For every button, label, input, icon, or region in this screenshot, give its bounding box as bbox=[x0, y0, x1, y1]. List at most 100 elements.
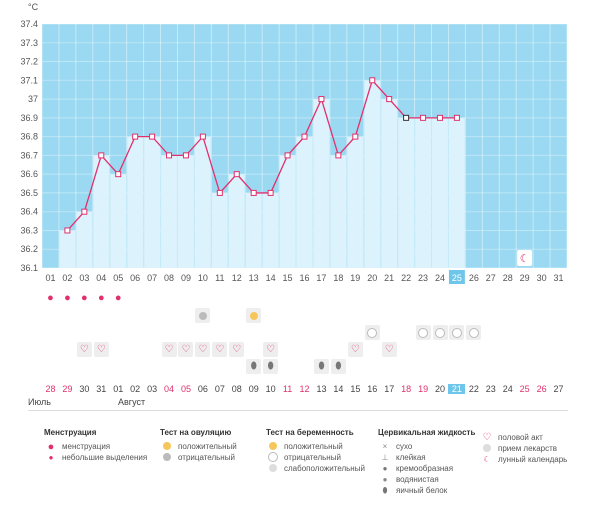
calendar-day[interactable]: 11 bbox=[282, 384, 293, 394]
x-tick-label: 22 bbox=[401, 273, 411, 283]
temperature-bar bbox=[398, 117, 415, 268]
y-tick-label: 36.8 bbox=[20, 132, 38, 142]
month-labels: Июль Август bbox=[0, 397, 600, 411]
x-tick-label: 09 bbox=[181, 273, 191, 283]
heart-icon: ♡ bbox=[212, 342, 228, 357]
ovulation-test-icon bbox=[195, 308, 211, 323]
pregnancy-test-icon bbox=[466, 325, 482, 340]
x-tick-label: 28 bbox=[503, 273, 513, 283]
calendar-day[interactable]: 13 bbox=[316, 384, 327, 394]
legend-item: прием лекарств bbox=[498, 444, 558, 453]
pregnancy-test-icon bbox=[364, 325, 380, 340]
temperature-bar bbox=[279, 155, 296, 268]
legend-menstruation-title: Менструация bbox=[44, 428, 97, 437]
calendar-day[interactable]: 18 bbox=[401, 384, 412, 394]
x-tick-label: 04 bbox=[96, 273, 106, 283]
x-tick-label: 02 bbox=[62, 273, 72, 283]
heart-icon: ♡ bbox=[482, 432, 492, 443]
calendar-day[interactable]: 21 bbox=[448, 384, 466, 394]
calendar-day-numbers: 28 29 30 31 01 02 03 04 05 06 07 08 09 10 11 12 13 14 15 16… bbox=[42, 384, 567, 398]
temperature-point bbox=[436, 114, 443, 121]
x-tick-label: 25 bbox=[452, 273, 462, 283]
calendar-day[interactable]: 05 bbox=[180, 384, 191, 394]
calendar-day[interactable]: 10 bbox=[265, 384, 276, 394]
sex-row: ♡ ♡ ♡ ♡ ♡ ♡ ♡ ♡ ♡ ♡ bbox=[42, 342, 567, 359]
calendar-day[interactable]: 12 bbox=[299, 384, 310, 394]
temperature-point bbox=[352, 133, 359, 140]
ovulation-test-icon bbox=[246, 308, 262, 323]
temperature-bar bbox=[313, 99, 330, 268]
calendar-day[interactable]: 20 bbox=[435, 384, 446, 394]
positive-test-icon bbox=[266, 441, 280, 452]
sticky-icon: ⊥ bbox=[381, 453, 389, 462]
temperature-bar bbox=[127, 136, 144, 268]
x-tick-label: 20 bbox=[367, 273, 377, 283]
weak-test-icon bbox=[266, 463, 280, 474]
calendar-day[interactable]: 04 bbox=[164, 384, 175, 394]
calendar-day[interactable]: 23 bbox=[485, 384, 496, 394]
creamy-icon: ● bbox=[382, 464, 388, 473]
y-tick-label: 37.1 bbox=[20, 75, 38, 85]
selected-day-highlight bbox=[448, 270, 465, 284]
y-tick-label: 36.3 bbox=[20, 225, 38, 235]
temperature-point bbox=[64, 227, 71, 234]
temperature-bar bbox=[432, 117, 448, 268]
legend-item: слабоположительный bbox=[284, 464, 365, 473]
calendar-day[interactable]: 28 bbox=[45, 384, 56, 394]
heart-icon: ♡ bbox=[229, 342, 245, 357]
calendar-day[interactable]: 01 bbox=[113, 384, 124, 394]
calendar-day[interactable]: 03 bbox=[147, 384, 158, 394]
calendar-day[interactable]: 02 bbox=[130, 384, 141, 394]
legend-item: клейкая bbox=[396, 453, 426, 462]
calendar-day[interactable]: 09 bbox=[248, 384, 259, 394]
drop-icon: ● bbox=[114, 292, 122, 304]
legend-item: менструация bbox=[62, 442, 111, 451]
calendar-day[interactable]: 08 bbox=[231, 384, 242, 394]
small-drop-icon: ● bbox=[48, 453, 54, 462]
heart-icon: ♡ bbox=[178, 342, 194, 357]
temperature-bar bbox=[364, 80, 381, 268]
calendar-day[interactable]: 30 bbox=[79, 384, 90, 394]
x-tick-label: 21 bbox=[384, 273, 394, 283]
temperature-point bbox=[386, 96, 393, 103]
calendar-day[interactable]: 17 bbox=[384, 384, 395, 394]
legend-item: кремообразная bbox=[396, 464, 454, 473]
temperature-bar bbox=[330, 155, 347, 268]
fluid-row: ⬮ ⬮ ⬮ ⬮ bbox=[42, 359, 567, 376]
x-tick-label: 12 bbox=[232, 273, 242, 283]
legend-item: водянистая bbox=[396, 475, 439, 484]
legend-ovulation-title: Тест на овуляцию bbox=[160, 428, 232, 437]
moon-icon: ☾ bbox=[483, 455, 491, 464]
temperature-bar bbox=[194, 136, 211, 268]
legend-item: положительный bbox=[178, 442, 237, 451]
calendar-day[interactable]: 15 bbox=[350, 384, 361, 394]
calendar-day[interactable]: 16 bbox=[367, 384, 378, 394]
calendar-day[interactable]: 31 bbox=[96, 384, 107, 394]
temperature-bar bbox=[59, 230, 76, 268]
calendar-day[interactable]: 24 bbox=[502, 384, 513, 394]
x-tick-label: 23 bbox=[418, 273, 428, 283]
calendar-day[interactable]: 22 bbox=[468, 384, 479, 394]
calendar-day[interactable]: 19 bbox=[418, 384, 429, 394]
y-tick-label: 36.2 bbox=[20, 244, 38, 254]
calendar-day[interactable]: 29 bbox=[62, 384, 73, 394]
month-prev-label: Июль bbox=[28, 397, 51, 407]
calendar-day[interactable]: 25 bbox=[519, 384, 530, 394]
x-tick-label: 16 bbox=[299, 273, 309, 283]
calendar-day[interactable]: 06 bbox=[197, 384, 208, 394]
fluid-icon: ⬮ bbox=[313, 359, 329, 374]
calendar-day[interactable]: 07 bbox=[214, 384, 225, 394]
temperature-point bbox=[369, 77, 376, 84]
x-tick-label: 17 bbox=[316, 273, 326, 283]
temperature-point bbox=[199, 133, 206, 140]
x-tick-label: 08 bbox=[164, 273, 174, 283]
legend-menstruation: Менструация ● менструация ● небольшие выде… bbox=[44, 428, 147, 463]
temperature-point bbox=[81, 208, 88, 215]
temperature-point bbox=[182, 152, 189, 159]
calendar-day[interactable]: 27 bbox=[553, 384, 564, 394]
calendar-day[interactable]: 14 bbox=[333, 384, 344, 394]
fluid-icon: ⬮ bbox=[263, 359, 279, 374]
calendar-day[interactable]: 26 bbox=[536, 384, 547, 394]
pregnancy-test-icon bbox=[449, 325, 465, 340]
temperature-point bbox=[420, 114, 427, 121]
